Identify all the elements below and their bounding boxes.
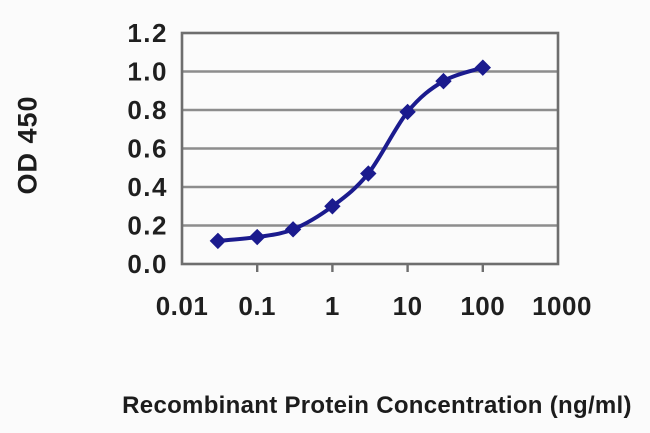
series-line [215,65,485,243]
x-tick-label: 100 [460,291,505,321]
plot-frame [180,31,560,266]
y-tick-label: 1.2 [127,18,168,48]
x-tick-label: 1000 [532,291,592,321]
y-tick-label: 0.6 [127,134,168,164]
y-tick-label: 0.0 [127,249,168,279]
y-tick-label: 1.0 [127,57,168,87]
data-point-marker [474,59,492,76]
y-tick-label: 0.2 [127,211,168,241]
data-point-marker [435,72,452,90]
x-tick-label: 0.1 [238,291,276,321]
x-tick-label: 10 [393,291,423,321]
data-point-marker [399,103,416,121]
data-point-marker [360,165,377,182]
x-tick-label: 1 [325,291,340,321]
x-tick-label: 0.01 [156,291,209,321]
data-point-marker [324,198,341,215]
data-point-marker [248,228,266,246]
y-tick-label: 0.8 [127,95,168,125]
data-point-marker [209,232,227,250]
x-axis-title: Recombinant Protein Concentration (ng/ml… [122,392,632,419]
data-point-marker [284,221,302,238]
y-tick-label: 0.4 [127,172,168,202]
